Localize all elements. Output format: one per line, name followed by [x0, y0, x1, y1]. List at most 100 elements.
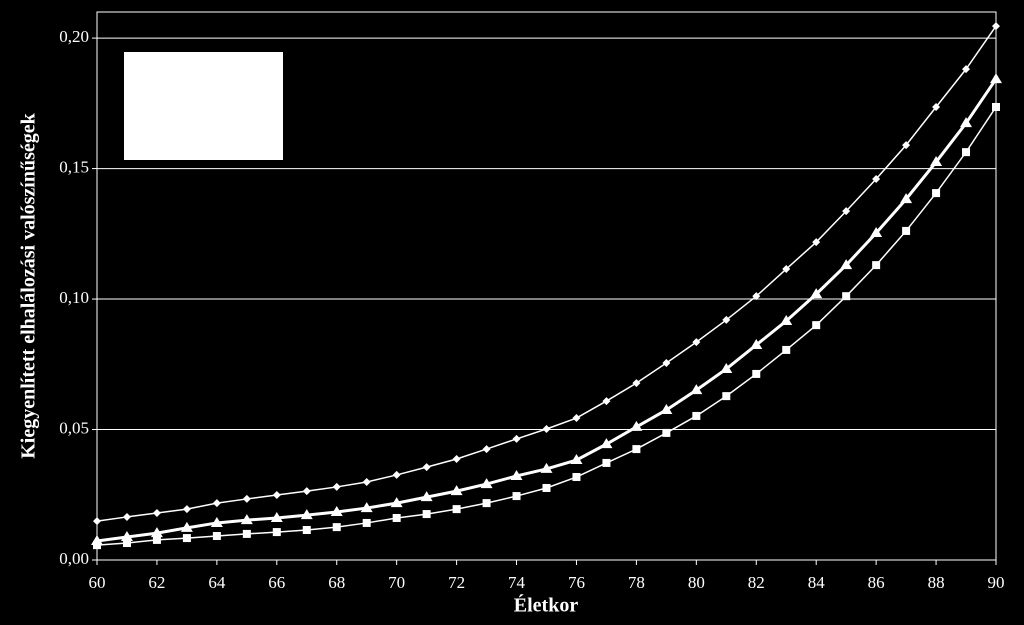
marker: [600, 438, 613, 449]
marker: [152, 509, 161, 518]
marker: [120, 531, 133, 542]
marker: [570, 454, 583, 465]
marker: [392, 513, 401, 522]
marker: [300, 509, 313, 520]
marker: [840, 259, 853, 270]
marker: [450, 485, 463, 496]
marker: [512, 492, 521, 501]
x-tick-label: 88: [928, 573, 945, 592]
marker: [270, 511, 283, 522]
marker: [122, 539, 131, 548]
marker: [750, 338, 763, 349]
marker: [242, 494, 251, 503]
marker: [93, 541, 101, 550]
marker: [212, 531, 221, 540]
marker: [900, 193, 913, 204]
y-tick-label: 0,15: [59, 157, 89, 176]
x-tick-label: 72: [448, 573, 465, 592]
x-tick-label: 60: [89, 573, 106, 592]
marker: [660, 403, 673, 414]
y-tick-label: 0,10: [59, 288, 89, 307]
marker: [630, 420, 643, 431]
marker: [422, 510, 431, 519]
marker: [242, 529, 251, 538]
marker: [482, 499, 491, 508]
marker: [480, 478, 493, 489]
x-tick-label: 82: [748, 573, 765, 592]
marker: [960, 117, 973, 128]
y-tick-label: 0,05: [59, 418, 89, 437]
marker: [332, 482, 341, 491]
marker: [602, 397, 611, 406]
marker: [752, 369, 761, 378]
marker: [330, 505, 343, 516]
marker: [812, 321, 821, 330]
marker: [662, 358, 671, 367]
marker: [932, 189, 941, 198]
x-tick-label: 80: [688, 573, 705, 592]
marker: [632, 445, 641, 454]
x-tick-label: 86: [868, 573, 885, 592]
marker: [720, 362, 733, 373]
marker: [362, 477, 371, 486]
marker: [992, 102, 1000, 111]
marker: [360, 502, 373, 513]
x-tick-label: 84: [808, 573, 826, 592]
x-tick-label: 66: [268, 573, 285, 592]
x-tick-label: 64: [208, 573, 226, 592]
marker: [240, 514, 253, 525]
marker: [212, 499, 221, 508]
marker: [542, 483, 551, 492]
marker: [872, 261, 881, 270]
marker: [392, 470, 401, 479]
legend-box: [124, 52, 283, 160]
x-tick-label: 68: [328, 573, 345, 592]
marker: [902, 141, 911, 150]
marker: [692, 338, 701, 347]
marker: [150, 527, 163, 538]
marker: [782, 345, 791, 354]
marker: [752, 292, 761, 301]
marker: [210, 516, 223, 527]
marker: [722, 392, 731, 401]
marker: [780, 314, 793, 325]
x-tick-label: 76: [568, 573, 585, 592]
marker: [390, 497, 403, 508]
marker: [930, 156, 943, 167]
marker: [93, 517, 101, 526]
x-tick-label: 90: [988, 573, 1005, 592]
marker: [182, 534, 191, 543]
marker: [122, 512, 131, 521]
marker: [782, 265, 791, 274]
marker: [572, 473, 581, 482]
marker: [542, 425, 551, 434]
marker: [302, 525, 311, 534]
y-axis-title: Kiegyenlített elhalálozási valószínűsége…: [18, 112, 40, 458]
marker: [302, 487, 311, 496]
marker: [722, 315, 731, 324]
marker: [990, 73, 1002, 84]
marker: [272, 528, 281, 537]
marker: [932, 102, 941, 111]
marker: [510, 469, 523, 480]
marker: [992, 22, 1000, 31]
marker: [962, 65, 971, 74]
marker: [452, 455, 461, 464]
x-tick-label: 74: [508, 573, 526, 592]
marker: [812, 238, 821, 247]
marker: [902, 226, 911, 235]
marker: [810, 288, 823, 299]
marker: [602, 458, 611, 467]
marker: [690, 384, 703, 395]
y-tick-label: 0,00: [59, 549, 89, 568]
marker: [962, 148, 971, 157]
marker: [422, 463, 431, 472]
marker: [872, 175, 881, 184]
marker: [452, 505, 461, 514]
marker: [482, 445, 491, 454]
marker: [870, 227, 883, 238]
marker: [540, 462, 553, 473]
marker: [420, 491, 433, 502]
